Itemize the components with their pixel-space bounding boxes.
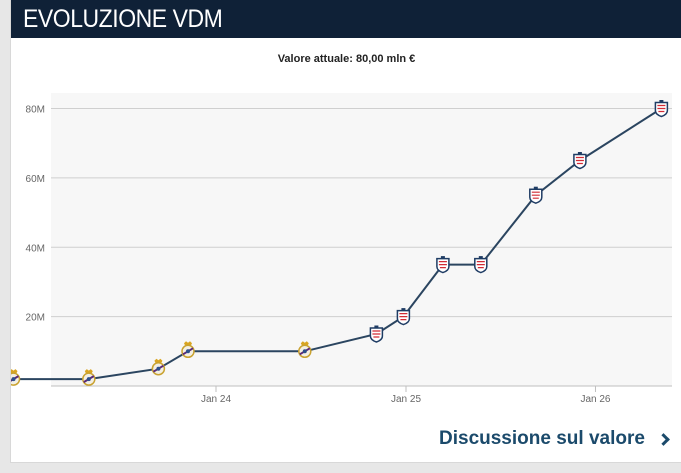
value-line — [13, 107, 662, 381]
lille-crest-icon[interactable] — [369, 325, 384, 343]
discussion-link-label: Discussione sul valore — [439, 428, 645, 449]
y-tick-label: 80M — [26, 105, 45, 116]
real-madrid-crest-icon[interactable] — [298, 341, 312, 359]
discussion-link[interactable]: Discussione sul valore — [439, 428, 670, 450]
lille-crest-icon[interactable] — [529, 186, 543, 204]
lille-crest-icon[interactable] — [654, 100, 669, 118]
market-value-chart[interactable]: 20M 40M 60M 80M Jan 24 Jan 25 Jan 26 — [11, 0, 681, 420]
y-tick-label: 60M — [26, 174, 45, 185]
header-bar: EVOLUZIONE VDM — [11, 0, 681, 38]
x-tick-label: Jan 25 — [391, 394, 421, 405]
lille-crest-icon[interactable] — [573, 152, 587, 170]
market-value-card: EVOLUZIONE VDM Valore attuale: 80,00 mln… — [10, 0, 681, 463]
real-madrid-crest-icon[interactable] — [181, 341, 195, 359]
section-title: EVOLUZIONE VDM — [23, 5, 223, 33]
current-value-label: Valore attuale: 80,00 mln € — [277, 53, 416, 65]
real-madrid-crest-icon[interactable] — [11, 369, 21, 386]
x-tick-label: Jan 26 — [580, 394, 610, 405]
plot-area — [51, 93, 672, 386]
real-madrid-crest-icon[interactable] — [82, 369, 96, 386]
x-tick-label: Jan 24 — [201, 394, 231, 405]
real-madrid-crest-icon[interactable] — [151, 358, 166, 376]
lille-crest-icon[interactable] — [474, 256, 488, 274]
y-tick-label: 20M — [26, 313, 45, 324]
chevron-right-icon — [657, 433, 670, 446]
y-tick-label: 40M — [26, 243, 45, 254]
lille-crest-icon[interactable] — [396, 308, 411, 326]
lille-crest-icon[interactable] — [436, 256, 450, 274]
